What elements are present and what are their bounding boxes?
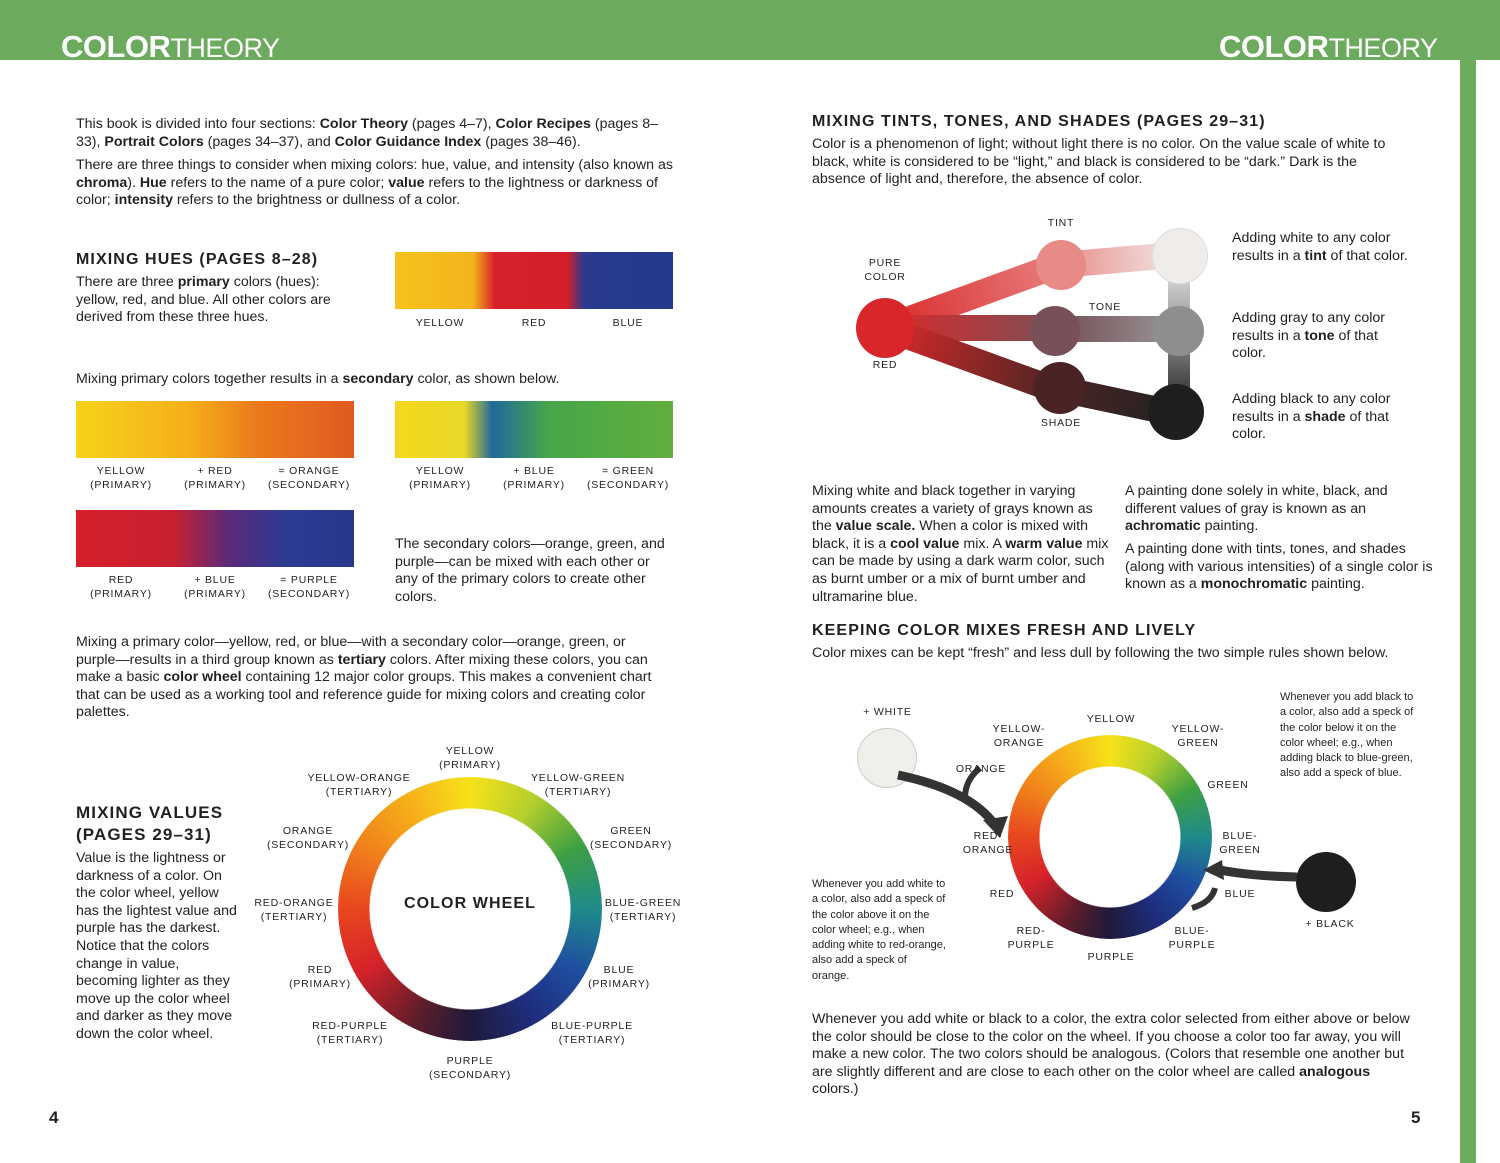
wheel-label: GREEN (SECONDARY) (589, 825, 673, 851)
mix-label: + BLUE (PRIMARY) (503, 465, 565, 491)
blue-purple-to-blue-arrow (1191, 887, 1218, 911)
shade-note: Adding black to any color results in a s… (1232, 391, 1391, 443)
mix-label: = PURPLE (SECONDARY) (267, 574, 351, 600)
logo-light: THEORY (170, 33, 280, 63)
wheel-label: RED- PURPLE (1007, 925, 1055, 951)
white-to-red-orange-arrow (897, 770, 999, 828)
white-note: Whenever you add white to a color, also … (812, 878, 946, 982)
page-number-left: 4 (49, 1108, 59, 1127)
fresh-text: Color mixes can be kept “fresh” and less… (812, 645, 1389, 661)
wheel-label: BLUE-PURPLE (TERTIARY) (551, 1020, 633, 1046)
arrows-overlay (897, 765, 1298, 911)
tint-note: Adding white to any color results in a t… (1232, 230, 1408, 264)
black-to-blue-green-arrow (1219, 865, 1298, 882)
color-wheel-title: COLOR WHEEL (403, 895, 537, 912)
logo-bold: COLOR (61, 29, 171, 64)
color-wheel (338, 777, 602, 1041)
values-heading: MIXING VALUES (PAGES 29–31) (76, 803, 224, 844)
primary-swatch (395, 252, 673, 309)
logo-bold: COLOR (1219, 29, 1329, 64)
mix-label: YELLOW (PRIMARY) (409, 465, 471, 491)
wheel-label: RED- ORANGE (962, 830, 1014, 856)
wheel-label: RED-ORANGE (TERTIARY) (254, 897, 334, 923)
intro-paragraph-2: There are three things to consider when … (76, 157, 673, 209)
tertiary-text: Mixing a primary color—yellow, red, or b… (76, 634, 652, 721)
tints-heading: MIXING TINTS, TONES, AND SHADES (PAGES 2… (812, 113, 1266, 130)
arrow-head (1203, 860, 1224, 880)
page-edge-strip (1460, 60, 1476, 1163)
hues-heading: MIXING HUES (PAGES 8–28) (76, 251, 319, 268)
wheel-label: PURPLE (1087, 951, 1135, 963)
left-logo: COLORTHEORY (61, 29, 280, 65)
logo-light: THEORY (1328, 33, 1438, 63)
black-blob (1148, 384, 1204, 440)
wheel-label: BLUE-GREEN (TERTIARY) (604, 897, 682, 923)
right-logo: COLORTHEORY (1219, 29, 1438, 65)
white-blob (1152, 228, 1208, 284)
wheel-label: ORANGE (955, 763, 1007, 775)
mix-label: + RED (PRIMARY) (184, 465, 246, 491)
mix-label: = ORANGE (SECONDARY) (267, 465, 351, 491)
mix-label: YELLOW (PRIMARY) (90, 465, 152, 491)
header-band (0, 0, 1500, 60)
label-red: RED (521, 317, 547, 329)
label-blue: BLUE (612, 317, 644, 329)
gray-blob (1154, 306, 1204, 356)
tint-blob (1036, 240, 1086, 290)
label-yellow: YELLOW (415, 317, 465, 329)
purple-mix-swatch (76, 510, 354, 567)
tone-blob (1030, 306, 1080, 356)
green-mix-swatch (395, 401, 673, 458)
wheel-label: BLUE (1224, 888, 1256, 900)
wheel-label: RED-PURPLE (TERTIARY) (312, 1020, 388, 1046)
wheel-label: RED (PRIMARY) (289, 964, 351, 990)
black-paint-blob (1296, 852, 1356, 912)
fresh-color-wheel (1008, 735, 1212, 939)
analogous-text: Whenever you add white or black to a col… (812, 1011, 1410, 1098)
wheel-label: BLUE- PURPLE (1168, 925, 1216, 951)
monochromatic-text: A painting done with tints, tones, and s… (1125, 541, 1433, 593)
arrow-head (983, 816, 1008, 838)
mix-label: = GREEN (SECONDARY) (586, 465, 670, 491)
wheel-label: GREEN (1207, 779, 1249, 791)
page-number-right: 5 (1411, 1108, 1421, 1127)
hues-text: There are three primary colors (hues): y… (76, 274, 331, 326)
label-shade: SHADE (1040, 417, 1082, 429)
plus-black-label: + BLACK (1305, 918, 1355, 930)
label-pure-color: PURE COLOR (864, 257, 906, 283)
fresh-heading: KEEPING COLOR MIXES FRESH AND LIVELY (812, 622, 1197, 639)
orange-mix-swatch (76, 401, 354, 458)
shade-blob (1034, 362, 1086, 414)
wheel-label: YELLOW (PRIMARY) (439, 745, 501, 771)
wheel-label: BLUE- GREEN (1219, 830, 1261, 856)
secondary-text: The secondary colors—orange, green, and … (395, 536, 665, 605)
wheel-label: YELLOW- GREEN (1171, 723, 1225, 749)
tints-text: Color is a phenomenon of light; without … (812, 136, 1386, 188)
label-tone: TONE (1088, 301, 1122, 313)
secondary-intro: Mixing primary colors together results i… (76, 371, 560, 387)
intro-paragraph-1: This book is divided into four sections:… (76, 116, 658, 150)
wheel-label: ORANGE (SECONDARY) (266, 825, 350, 851)
wheel-label: PURPLE (SECONDARY) (428, 1055, 512, 1081)
wheel-label: YELLOW (1086, 713, 1136, 725)
wheel-label: YELLOW- ORANGE (992, 723, 1046, 749)
wheel-label: BLUE (PRIMARY) (588, 964, 650, 990)
value-scale-text: Mixing white and black together in varyi… (812, 483, 1109, 605)
black-note: Whenever you add black to a color, also … (1280, 691, 1414, 780)
pure-red-blob (856, 298, 914, 358)
values-text: Value is the lightness or darkness of a … (76, 850, 237, 1042)
wheel-label: RED (989, 888, 1015, 900)
wheel-label: YELLOW-ORANGE (TERTIARY) (307, 772, 411, 798)
mix-label: + BLUE (PRIMARY) (184, 574, 246, 600)
label-red: RED (872, 359, 898, 371)
label-tint: TINT (1047, 217, 1075, 229)
wheel-label: YELLOW-GREEN (TERTIARY) (530, 772, 625, 798)
tone-note: Adding gray to any color results in a to… (1232, 310, 1386, 362)
mix-label: RED (PRIMARY) (90, 574, 152, 600)
orange-to-red-orange-arrow (962, 765, 982, 799)
plus-white-label: + WHITE (863, 706, 912, 718)
achromatic-text: A painting done solely in white, black, … (1125, 483, 1388, 535)
